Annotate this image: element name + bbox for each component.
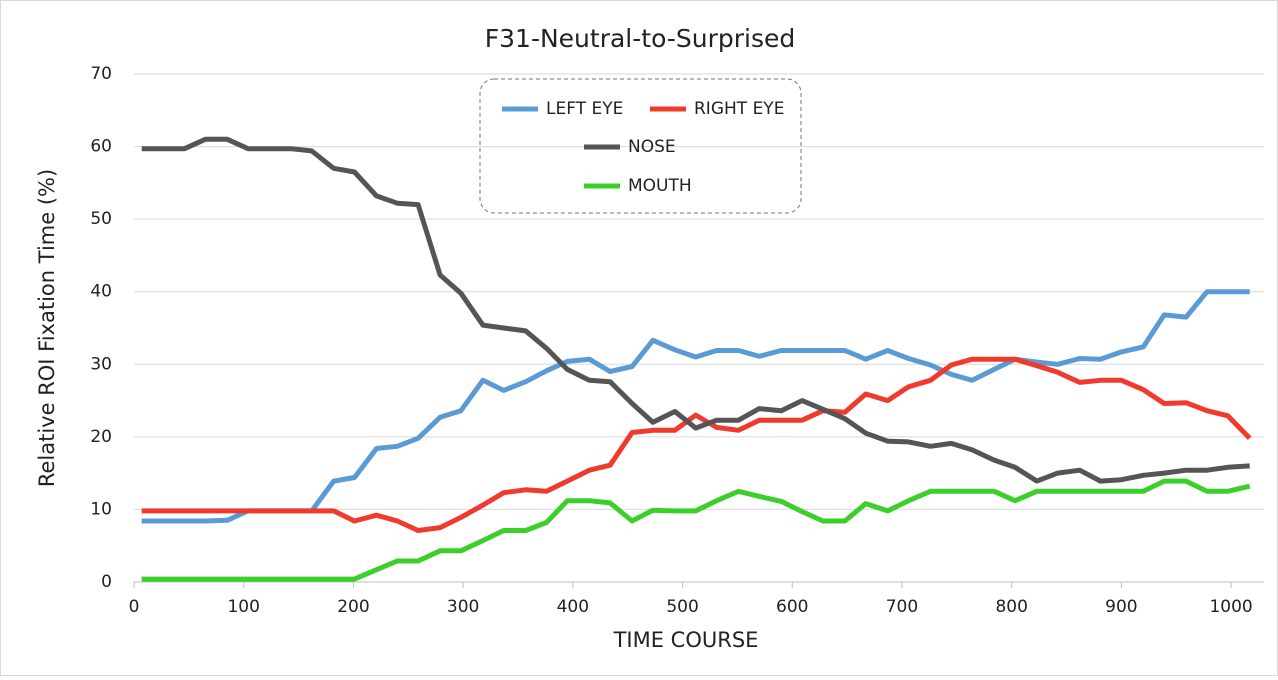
y-tick-label: 20 <box>90 427 112 447</box>
x-tick-label: 800 <box>995 597 1027 617</box>
y-tick-label: 40 <box>90 282 112 302</box>
x-tick-label: 400 <box>557 597 589 617</box>
chart-title: F31-Neutral-to-Surprised <box>485 24 795 53</box>
legend-label: MOUTH <box>628 176 692 196</box>
y-tick-label: 10 <box>90 499 112 519</box>
x-tick-label: 700 <box>886 597 918 617</box>
y-tick-label: 60 <box>90 137 112 157</box>
series-line <box>141 478 1251 582</box>
legend-box <box>479 78 802 214</box>
x-tick-label: 900 <box>1105 597 1137 617</box>
series-line <box>141 356 1252 533</box>
legend-label: LEFT EYE <box>546 99 623 119</box>
x-tick-label: 1000 <box>1209 597 1252 617</box>
series-line <box>141 289 1250 524</box>
y-tick-label: 0 <box>101 572 112 592</box>
x-tick-label: 600 <box>776 597 808 617</box>
y-tick-label: 30 <box>90 354 112 374</box>
y-axis-label: Relative ROI Fixation Time (%) <box>35 169 59 487</box>
x-axis-label: TIME COURSE <box>613 628 759 652</box>
x-tick-label: 0 <box>129 597 140 617</box>
y-tick-label: 50 <box>90 209 112 229</box>
x-tick-label: 300 <box>447 597 479 617</box>
x-tick-label: 200 <box>337 597 369 617</box>
y-tick-label: 70 <box>90 64 112 84</box>
legend-label: RIGHT EYE <box>694 99 784 119</box>
series-line <box>141 136 1250 484</box>
legend-label: NOSE <box>628 137 676 157</box>
x-tick-label: 100 <box>227 597 259 617</box>
x-tick-label: 500 <box>666 597 698 617</box>
